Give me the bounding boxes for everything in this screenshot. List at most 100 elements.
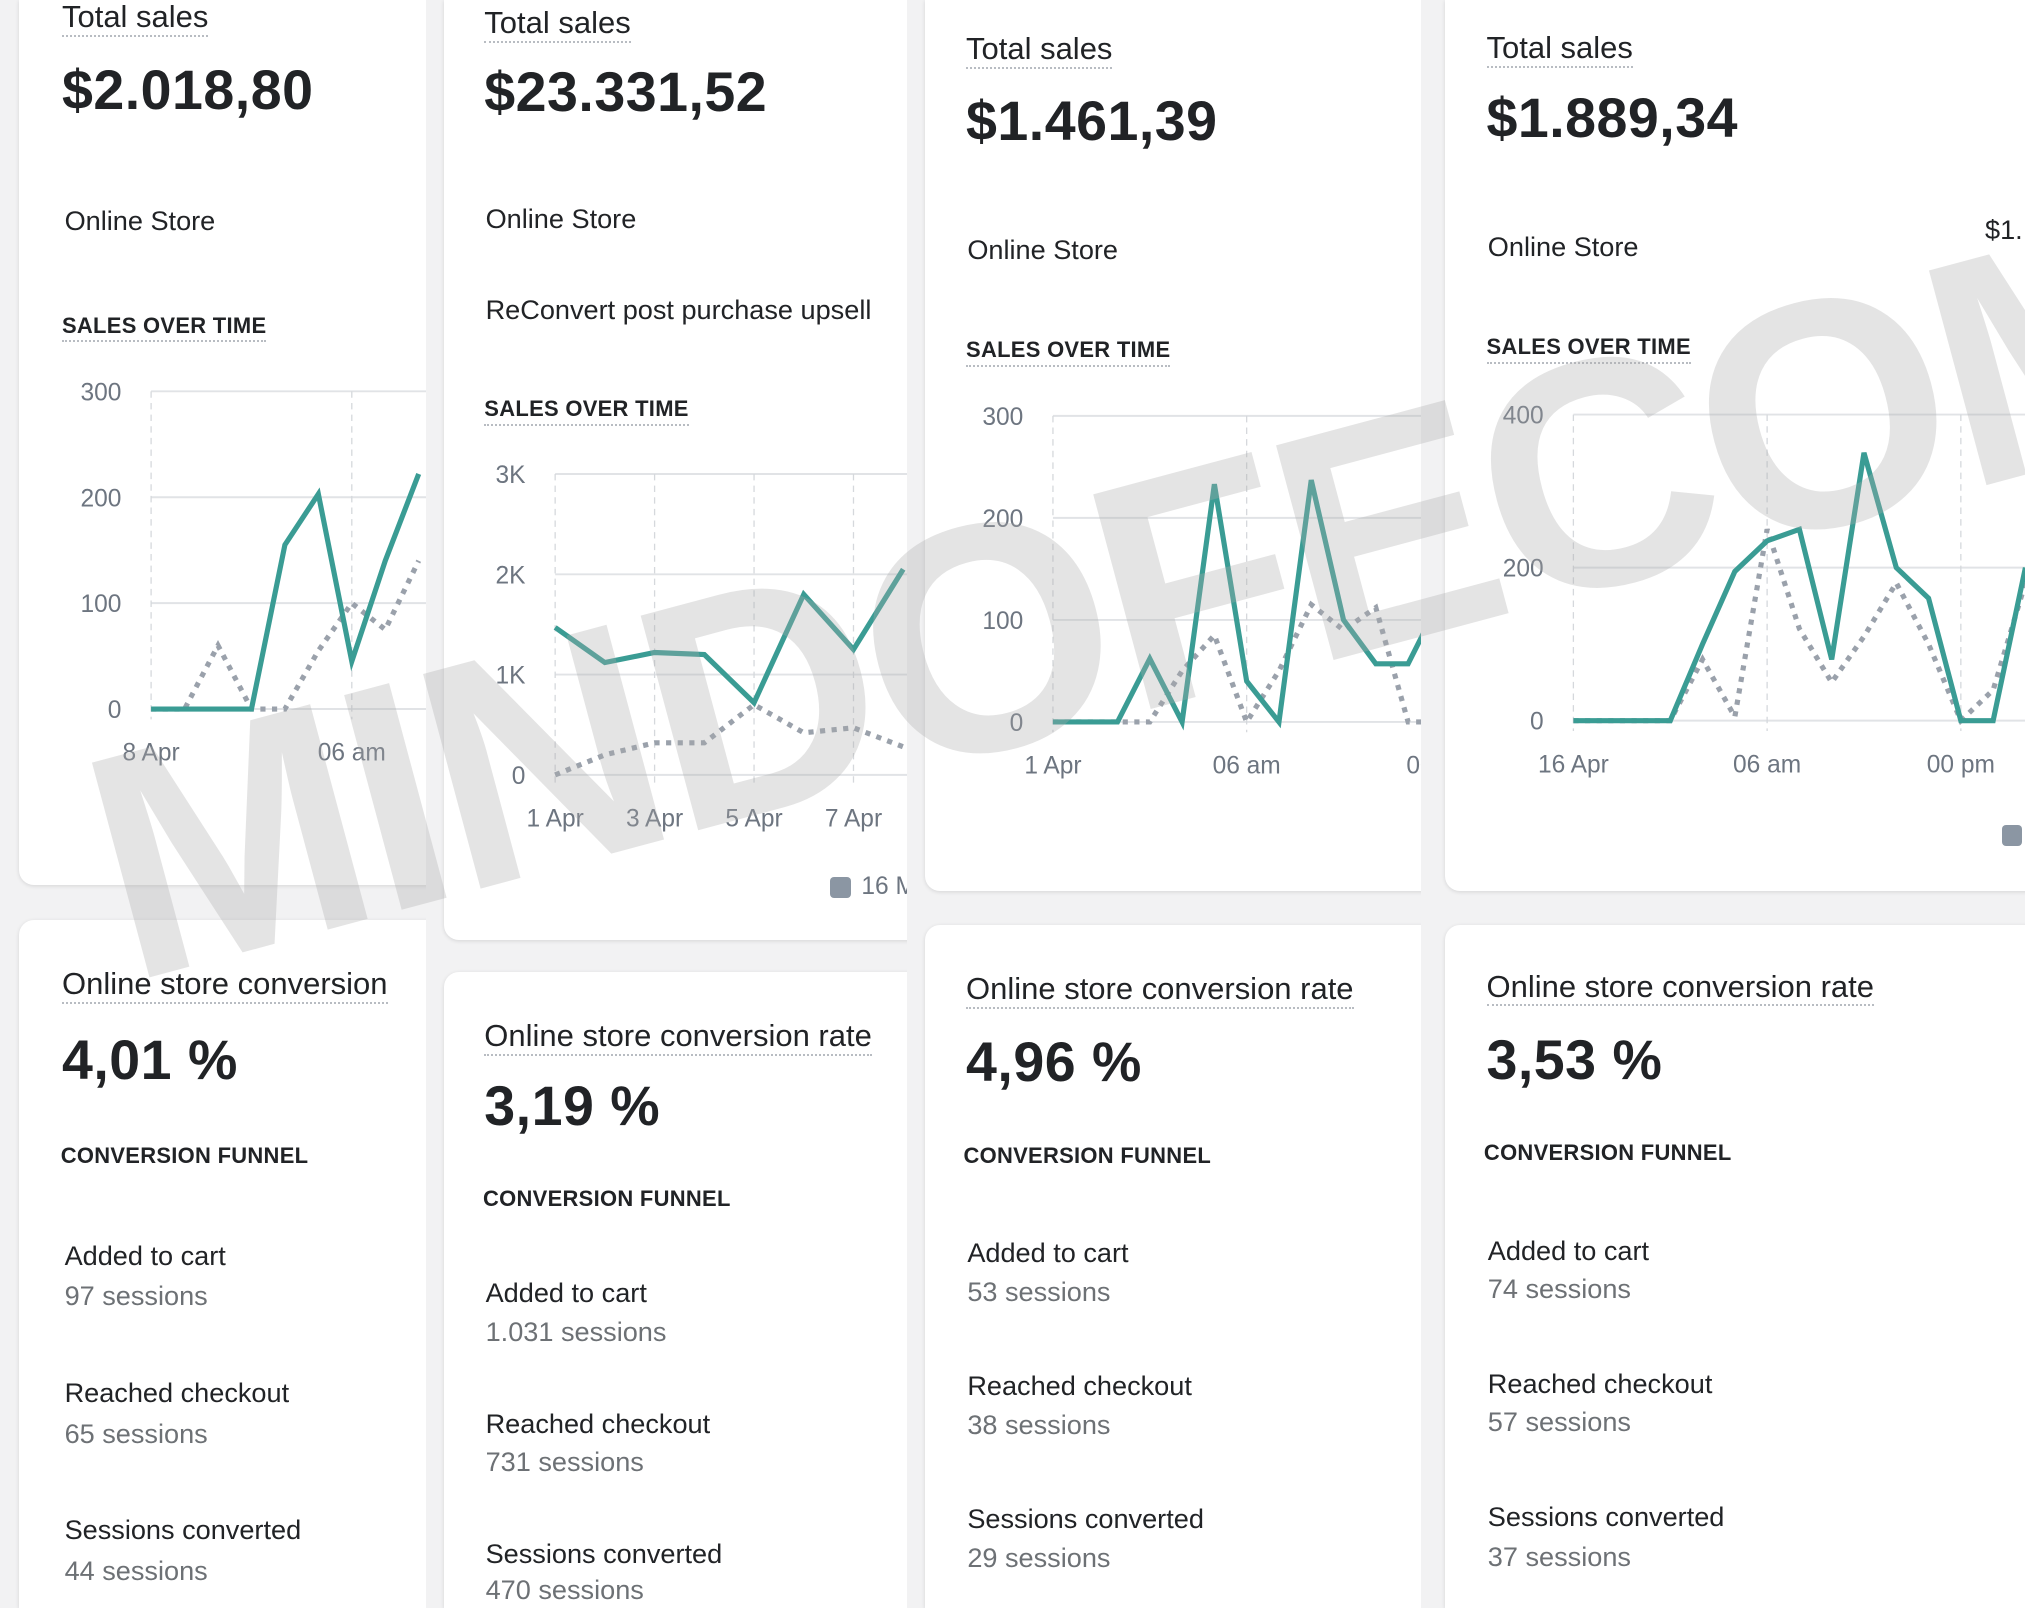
- sales-over-time-chart: 0 200 400 16 Apr 06 am 00 pm: [1502, 403, 2025, 778]
- sales-over-time-chart: 0 1K 2K 3K 1 Apr 3 Apr 5 Apr 7 Apr: [496, 462, 907, 833]
- conversion-card: [924, 924, 1421, 1608]
- previous-period-line: [151, 559, 422, 712]
- panel-4: Total sales $1.889,34 Online Store $1. S…: [1420, 0, 2025, 1608]
- conversion-value: 4,01 %: [61, 1028, 238, 1091]
- conversion-title[interactable]: Online store conversion rate: [1486, 970, 1875, 1007]
- funnel-step-label: Added to cart: [1487, 1234, 1650, 1266]
- sales-over-time-chart: 0 100 200 300 1 Apr 06 am 00 pm: [982, 404, 1421, 780]
- legend-label: 16 M: [861, 873, 907, 901]
- y-tick-label: 0: [1530, 709, 1544, 736]
- x-tick-label: 8 Apr: [122, 740, 179, 767]
- y-tick-label: 0: [512, 763, 526, 790]
- conversion-title[interactable]: Online store conversion rate: [966, 972, 1354, 1010]
- funnel-step-label: Reached checkout: [485, 1407, 711, 1439]
- funnel-step-value: 65 sessions: [64, 1418, 208, 1450]
- panel-3: Total sales $1.461,39 Online Store SALES…: [906, 0, 1421, 1608]
- funnel-step-label: Sessions converted: [64, 1513, 302, 1545]
- conversion-title[interactable]: Online store conversion: [61, 967, 388, 1004]
- channel-online-store: Online Store: [485, 202, 637, 234]
- total-sales-card: [444, 0, 907, 941]
- previous-period-line: [1052, 600, 1421, 728]
- conversion-funnel-title: CONVERSION FUNNEL: [1483, 1140, 1732, 1166]
- previous-period-line: [554, 701, 905, 778]
- total-sales-card: [924, 0, 1421, 892]
- legend-swatch: [830, 876, 852, 898]
- y-tick-label: 300: [80, 379, 121, 406]
- funnel-step-label: Added to cart: [64, 1239, 226, 1271]
- funnel-step-value: 37 sessions: [1487, 1540, 1631, 1572]
- funnel-step-value: 57 sessions: [1487, 1406, 1631, 1438]
- funnel-step-label: Added to cart: [485, 1277, 647, 1309]
- x-tick-label: 06 am: [1212, 753, 1280, 780]
- total-sales-value: $23.331,52: [484, 61, 768, 124]
- x-tick-label: 06 am: [1733, 751, 1801, 778]
- funnel-step-label: Added to cart: [967, 1237, 1129, 1269]
- total-sales-title[interactable]: Total sales: [484, 6, 631, 44]
- y-tick-label: 200: [1502, 556, 1543, 583]
- conversion-value: 4,96 %: [966, 1031, 1142, 1094]
- conversion-value: 3,19 %: [484, 1075, 661, 1138]
- total-sales-value: $1.889,34: [1486, 87, 1738, 150]
- total-sales-title[interactable]: Total sales: [966, 32, 1113, 69]
- current-period-line: [1573, 452, 2025, 724]
- y-tick-label: 3K: [496, 462, 527, 489]
- y-tick-label: 400: [1502, 403, 1543, 430]
- funnel-step-value: 44 sessions: [64, 1554, 208, 1586]
- y-tick-label: 0: [1009, 710, 1023, 737]
- x-tick-label: 5 Apr: [726, 806, 783, 833]
- total-sales-value: $1.461,39: [966, 89, 1218, 152]
- x-tick-label: 00 pm: [1406, 753, 1421, 780]
- sales-over-time-title[interactable]: SALES OVER TIME: [966, 337, 1171, 367]
- channel-online-store: Online Store: [64, 205, 216, 237]
- panel-2: Total sales $23.331,52 Online Store ReCo…: [426, 0, 907, 1608]
- funnel-step-value: 97 sessions: [64, 1279, 208, 1311]
- funnel-step-value: 1.031 sessions: [485, 1316, 667, 1348]
- x-tick-label: 7 Apr: [825, 806, 882, 833]
- y-tick-label: 300: [982, 404, 1023, 431]
- total-sales-title[interactable]: Total sales: [61, 0, 209, 37]
- funnel-step-label: Reached checkout: [967, 1370, 1192, 1402]
- x-tick-label: 16 Apr: [1538, 751, 1609, 778]
- total-sales-title[interactable]: Total sales: [1486, 31, 1633, 68]
- conversion-funnel-title: CONVERSION FUNNEL: [963, 1142, 1212, 1168]
- conversion-title[interactable]: Online store conversion rate: [484, 1019, 872, 1056]
- funnel-step-label: Reached checkout: [64, 1376, 290, 1408]
- x-tick-label: 00 pm: [1926, 751, 1994, 778]
- funnel-step-value: 53 sessions: [967, 1276, 1111, 1307]
- current-period-line: [151, 472, 422, 712]
- funnel-step-value: 29 sessions: [967, 1542, 1111, 1574]
- current-period-line: [1052, 479, 1421, 731]
- funnel-step-value: 731 sessions: [485, 1446, 644, 1478]
- funnel-step-label: Sessions converted: [967, 1503, 1204, 1535]
- channel-online-store: Online Store: [967, 233, 1119, 265]
- total-sales-card: [1445, 0, 2025, 892]
- x-tick-label: 1 Apr: [527, 806, 584, 833]
- panel-1: Total sales $2.018,80 Online Store SALES…: [0, 0, 427, 1608]
- y-tick-label: 1K: [496, 663, 527, 690]
- sales-over-time-title[interactable]: SALES OVER TIME: [484, 396, 689, 427]
- funnel-step-value: 74 sessions: [1487, 1273, 1631, 1305]
- conversion-funnel-title: CONVERSION FUNNEL: [483, 1185, 731, 1211]
- funnel-step-value: 470 sessions: [485, 1574, 644, 1606]
- total-sales-value: $2.018,80: [61, 58, 314, 121]
- channel-reconvert: ReConvert post purchase upsell: [485, 294, 872, 326]
- x-tick-label: 1 Apr: [1024, 753, 1081, 780]
- sales-over-time-chart: 0 100 200 300 8 Apr 06 am: [80, 379, 427, 767]
- funnel-step-value: 38 sessions: [967, 1409, 1111, 1441]
- funnel-step-label: Sessions converted: [485, 1538, 723, 1570]
- funnel-step-label: Reached checkout: [1487, 1367, 1713, 1399]
- total-sales-card: [19, 0, 427, 885]
- y-tick-label: 100: [80, 591, 121, 618]
- current-period-line: [553, 567, 906, 708]
- legend-swatch: [2001, 825, 2023, 846]
- channel-online-store: Online Store: [1487, 231, 1639, 263]
- conversion-card: [444, 972, 907, 1608]
- sales-over-time-title[interactable]: SALES OVER TIME: [61, 313, 267, 343]
- y-tick-label: 200: [80, 485, 121, 512]
- conversion-value: 3,53 %: [1486, 1028, 1663, 1091]
- y-tick-label: 100: [982, 608, 1023, 635]
- sales-over-time-title[interactable]: SALES OVER TIME: [1486, 334, 1691, 365]
- conversion-funnel-title: CONVERSION FUNNEL: [60, 1142, 309, 1168]
- x-tick-label: 3 Apr: [626, 806, 683, 833]
